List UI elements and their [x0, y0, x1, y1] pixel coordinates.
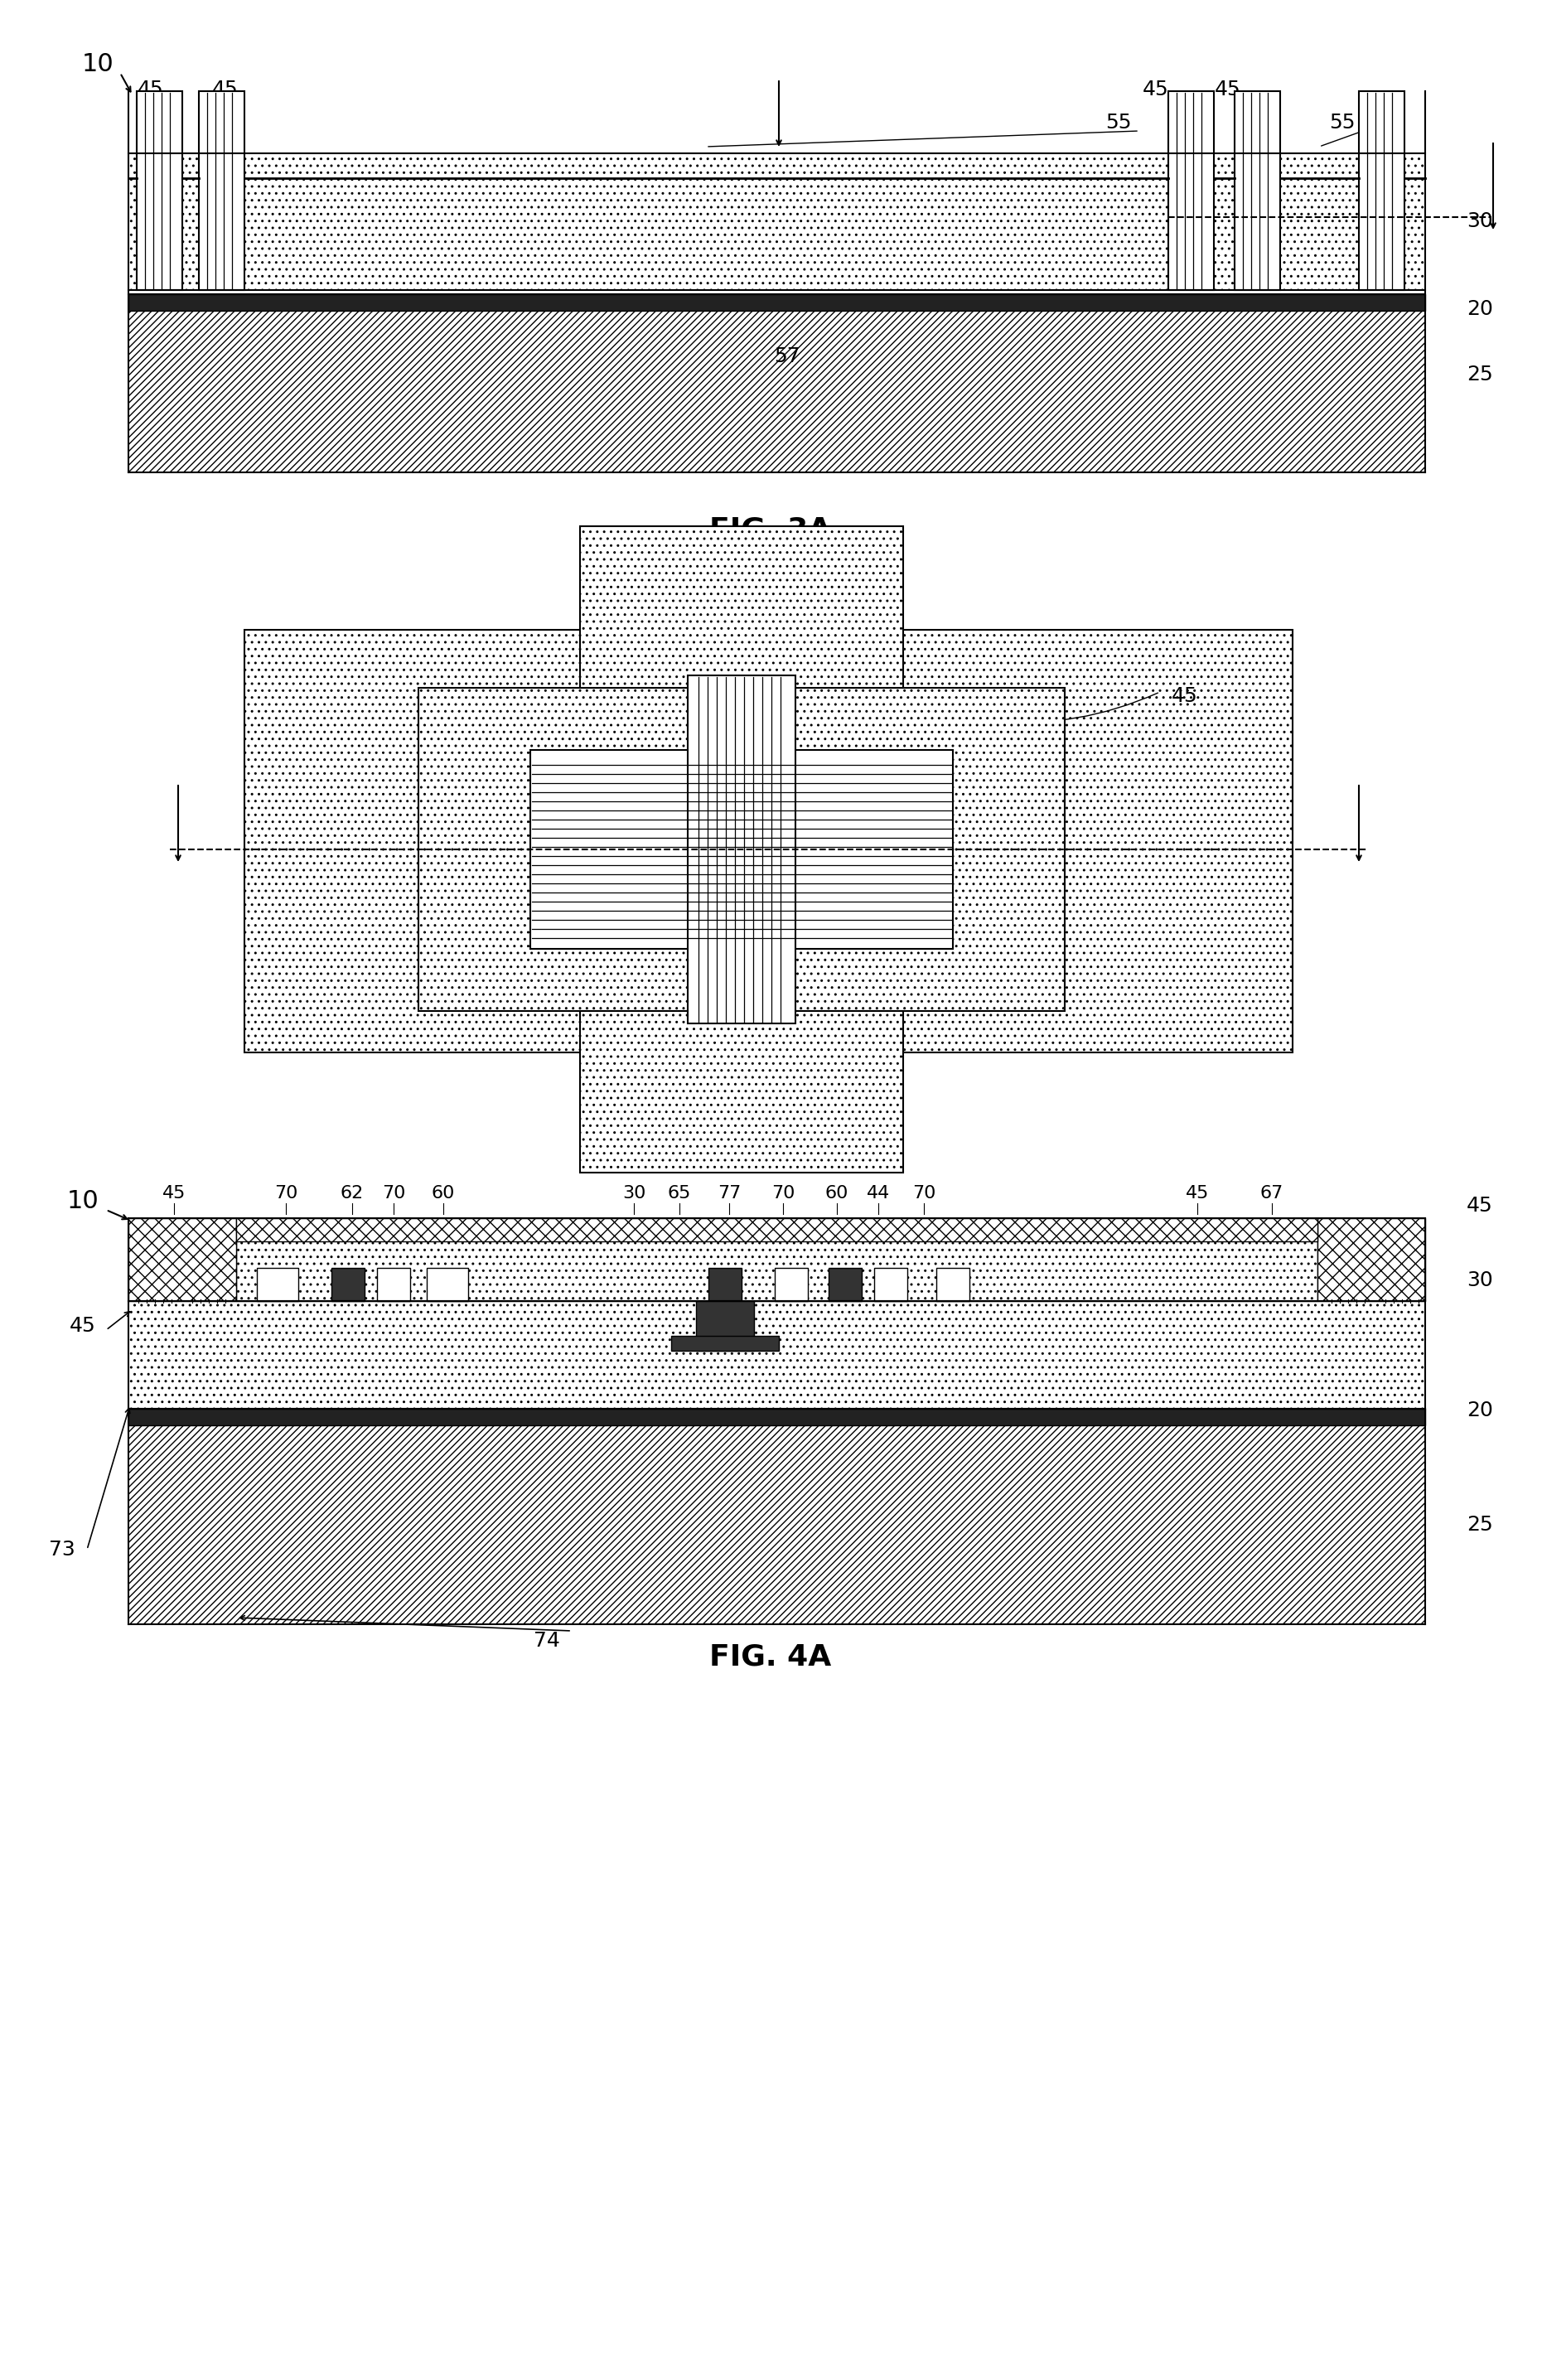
Text: 30: 30: [1466, 1271, 1493, 1290]
Text: 45: 45: [137, 79, 163, 100]
Text: 30: 30: [621, 1185, 646, 1202]
Bar: [128, 1302, 1425, 1409]
Text: FIG. 4A: FIG. 4A: [709, 1642, 831, 1671]
Bar: [236, 1219, 1317, 1302]
Bar: [128, 312, 1425, 471]
Text: 70: 70: [913, 1185, 936, 1202]
Bar: [376, 1269, 410, 1302]
Bar: [671, 1335, 779, 1352]
Text: 67: 67: [1260, 1185, 1283, 1202]
Text: 20: 20: [1466, 1399, 1493, 1421]
Text: 25: 25: [1466, 1514, 1493, 1535]
Text: 60: 60: [432, 1185, 455, 1202]
Bar: [828, 1269, 862, 1302]
Bar: [688, 676, 796, 1023]
Bar: [137, 90, 182, 290]
Text: 45: 45: [1186, 1185, 1209, 1202]
Bar: [128, 1426, 1425, 1623]
Text: 45: 45: [1143, 79, 1169, 100]
Text: 45: 45: [162, 1185, 185, 1202]
Text: 25: 25: [1466, 364, 1493, 386]
Bar: [1317, 1219, 1425, 1302]
Bar: [1169, 90, 1214, 290]
Text: 70: 70: [274, 1185, 298, 1202]
Text: 70: 70: [771, 1185, 794, 1202]
Bar: [236, 1219, 1317, 1242]
Text: 45: 45: [1172, 685, 1198, 707]
Text: FIG. 3B: FIG. 3B: [709, 1071, 831, 1100]
Bar: [708, 1269, 742, 1302]
Bar: [936, 1269, 970, 1302]
Bar: [774, 1269, 808, 1302]
Text: 73: 73: [49, 1540, 76, 1559]
Bar: [245, 631, 1292, 1052]
Bar: [874, 1269, 907, 1302]
Bar: [580, 1012, 904, 1173]
Bar: [332, 1269, 364, 1302]
Text: 70: 70: [382, 1185, 406, 1202]
Text: 50: 50: [460, 769, 486, 788]
Bar: [128, 1219, 236, 1302]
Bar: [695, 1302, 754, 1352]
Text: 10: 10: [66, 1190, 99, 1214]
Bar: [1359, 90, 1405, 290]
Bar: [128, 295, 1425, 312]
Text: 65: 65: [668, 1185, 691, 1202]
Bar: [418, 688, 1064, 1012]
Text: 60: 60: [825, 1185, 848, 1202]
Text: 45: 45: [213, 79, 239, 100]
Text: FIG. 3A: FIG. 3A: [709, 516, 831, 545]
Text: 30: 30: [1466, 212, 1493, 231]
Text: 74: 74: [534, 1630, 560, 1652]
Text: 45: 45: [1215, 79, 1241, 100]
Text: 55: 55: [1106, 112, 1132, 133]
Text: 20: 20: [1466, 300, 1493, 319]
Bar: [128, 1409, 1425, 1426]
Bar: [427, 1269, 469, 1302]
Bar: [128, 152, 1425, 290]
Text: 62: 62: [341, 1185, 364, 1202]
Bar: [258, 1269, 298, 1302]
Text: 77: 77: [717, 1185, 740, 1202]
Bar: [530, 750, 953, 950]
Text: 45: 45: [69, 1316, 96, 1335]
Bar: [1235, 90, 1280, 290]
Bar: [580, 526, 904, 688]
Text: 45: 45: [1466, 1195, 1493, 1216]
Text: 57: 57: [774, 347, 800, 367]
Text: 44: 44: [867, 1185, 890, 1202]
Text: 10: 10: [82, 52, 114, 76]
Text: 55: 55: [1329, 112, 1355, 133]
Bar: [199, 90, 245, 290]
